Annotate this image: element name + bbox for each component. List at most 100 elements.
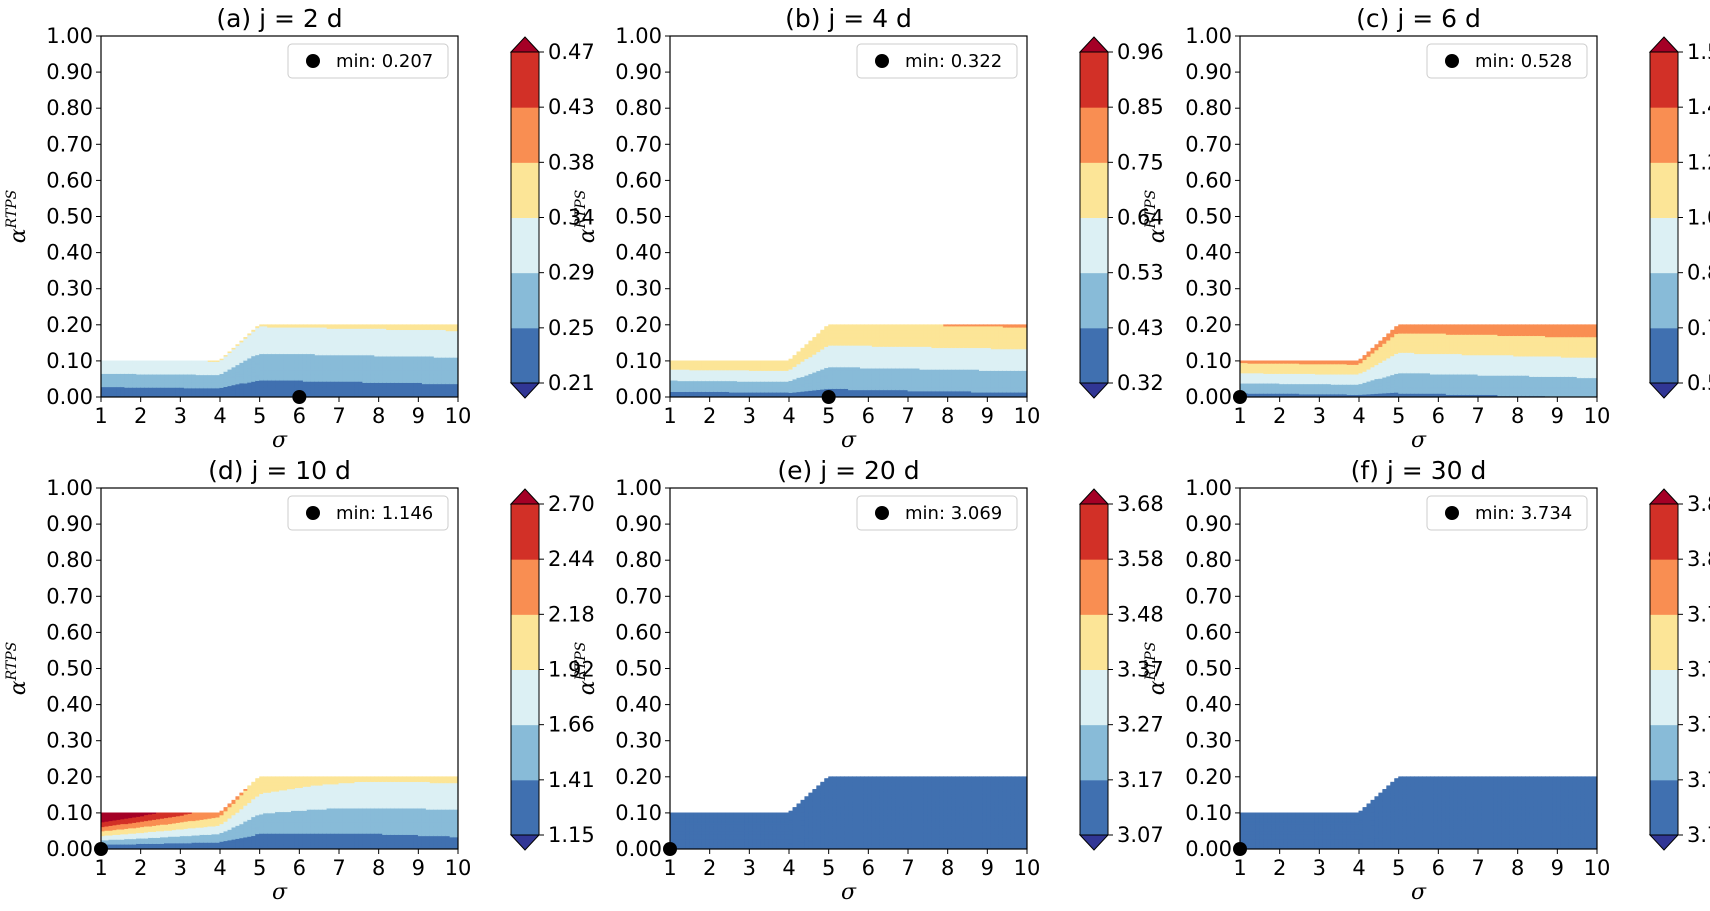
x-tick-label: 2 xyxy=(134,404,147,428)
y-axis-superscript: RTPS xyxy=(4,642,20,682)
y-axis-superscript: RTPS xyxy=(1143,190,1159,230)
y-tick-label: 0.00 xyxy=(46,837,93,861)
y-tick-label: 0.10 xyxy=(615,801,662,825)
x-tick-label: 9 xyxy=(981,404,994,428)
colorbar-tick-label: 0.25 xyxy=(548,316,595,340)
y-axis-label: αRTPS xyxy=(4,642,31,696)
colorbar: 0.32 0.43 0.53 0.64 0.75 0.85 0.96 xyxy=(1078,36,1164,399)
colorbar-tick-label: 0.53 xyxy=(1117,261,1164,285)
colorbar-band xyxy=(511,724,539,781)
y-tick-label: 0.70 xyxy=(1185,132,1232,156)
colorbar-band xyxy=(1080,779,1108,836)
x-tick-label: 10 xyxy=(445,856,472,880)
colorbar-tick-label: 2.70 xyxy=(548,492,595,516)
colorbar-band xyxy=(511,614,539,670)
x-tick-label: 8 xyxy=(941,856,954,880)
panel-title: (f) j = 30 d xyxy=(1351,456,1487,485)
x-tick-label: 5 xyxy=(1392,856,1405,880)
panel-d: (d) j = 10 d 1 2 3 4 5 6 7 8 9 10 0.00 0.10 0.20 0.30 0… xyxy=(4,456,595,905)
colorbar-tick-label: 1.06 xyxy=(1687,206,1710,230)
x-tick-label: 1 xyxy=(663,404,676,428)
colorbar-tick-label: 2.44 xyxy=(548,547,595,571)
y-axis-symbol: α xyxy=(6,680,31,695)
y-tick-label: 0.40 xyxy=(1185,241,1232,265)
x-tick-label: 3 xyxy=(174,856,187,880)
colorbar-band xyxy=(1650,504,1678,560)
y-tick-label: 0.30 xyxy=(1185,277,1232,301)
x-tick-label: 4 xyxy=(782,856,795,880)
y-tick-label: 0.80 xyxy=(46,96,93,120)
colorbar-tick-label: 0.34 xyxy=(548,206,595,230)
x-tick-label: 8 xyxy=(372,856,385,880)
x-tick-label: 2 xyxy=(703,856,716,880)
x-tick-label: 4 xyxy=(213,856,226,880)
x-tick-label: 8 xyxy=(941,404,954,428)
colorbar-band xyxy=(1080,107,1108,163)
colorbar-under-arrow xyxy=(1078,834,1110,851)
colorbar-over-arrow xyxy=(1078,36,1110,53)
colorbar-band xyxy=(1650,107,1678,163)
contour-field xyxy=(670,776,1027,849)
y-tick-label: 0.60 xyxy=(615,620,662,644)
colorbar-band xyxy=(511,669,539,726)
y-tick-label: 0.70 xyxy=(615,584,662,608)
colorbar-band xyxy=(1080,327,1108,384)
x-tick-label: 5 xyxy=(253,404,266,428)
colorbar-band xyxy=(1080,614,1108,670)
colorbar: 0.53 0.71 0.88 1.06 1.24 1.41 1.59 xyxy=(1648,36,1710,399)
panel-title: (d) j = 10 d xyxy=(208,456,351,485)
colorbar-over-arrow xyxy=(1648,36,1680,53)
legend-marker xyxy=(1445,506,1459,520)
x-tick-label: 8 xyxy=(1511,404,1524,428)
legend-marker xyxy=(1445,54,1459,68)
y-tick-label: 0.60 xyxy=(1185,168,1232,192)
x-tick-label: 10 xyxy=(1584,856,1611,880)
colorbar-tick-label: 1.15 xyxy=(548,823,595,847)
y-axis-superscript: RTPS xyxy=(573,642,589,682)
x-tick-label: 6 xyxy=(1432,404,1445,428)
panel-title: (e) j = 20 d xyxy=(777,456,919,485)
x-tick-label: 10 xyxy=(1014,856,1041,880)
y-tick-label: 0.90 xyxy=(1185,60,1232,84)
colorbar-tick-label: 1.41 xyxy=(1687,95,1710,119)
colorbar-tick-label: 0.38 xyxy=(548,150,595,174)
legend: min: 3.734 xyxy=(1426,495,1588,531)
y-tick-label: 1.00 xyxy=(1185,24,1232,48)
y-axis-symbol: α xyxy=(575,228,600,243)
x-tick-label: 10 xyxy=(445,404,472,428)
colorbar-tick-label: 3.27 xyxy=(1117,713,1164,737)
y-tick-label: 0.20 xyxy=(1185,313,1232,337)
y-tick-label: 0.00 xyxy=(1185,385,1232,409)
y-tick-label: 0.90 xyxy=(1185,512,1232,536)
colorbar-band xyxy=(511,272,539,329)
y-tick-label: 0.30 xyxy=(46,729,93,753)
x-tick-label: 1 xyxy=(663,856,676,880)
x-tick-label: 6 xyxy=(293,856,306,880)
y-tick-label: 0.80 xyxy=(615,548,662,572)
x-tick-label: 6 xyxy=(862,404,875,428)
y-tick-label: 0.30 xyxy=(46,277,93,301)
legend-box xyxy=(1426,495,1588,531)
y-tick-label: 0.50 xyxy=(615,657,662,681)
y-tick-label: 0.00 xyxy=(615,837,662,861)
panel-f: (f) j = 30 d 1 2 3 4 5 6 7 8 9 10 0.00 0.10 0.20 0.30 0… xyxy=(1143,456,1710,905)
panel-e: (e) j = 20 d 1 2 3 4 5 6 7 8 9 10 0.00 0.10 0.20 0.30 0… xyxy=(573,456,1164,905)
min-marker xyxy=(663,842,677,856)
colorbar-tick-label: 3.07 xyxy=(1117,823,1164,847)
colorbar-band xyxy=(511,779,539,836)
y-tick-label: 0.60 xyxy=(46,168,93,192)
y-tick-label: 0.20 xyxy=(1185,765,1232,789)
colorbar-over-arrow xyxy=(1078,488,1110,505)
colorbar-tick-label: 3.80 xyxy=(1687,547,1710,571)
y-tick-label: 0.20 xyxy=(46,765,93,789)
legend: min: 0.322 xyxy=(856,43,1018,79)
y-tick-label: 0.80 xyxy=(1185,96,1232,120)
y-tick-label: 0.90 xyxy=(615,60,662,84)
y-tick-label: 0.40 xyxy=(1185,693,1232,717)
colorbar-tick-label: 1.41 xyxy=(548,768,595,792)
x-axis-label: σ xyxy=(272,428,288,453)
y-tick-label: 0.60 xyxy=(46,620,93,644)
legend-label: min: 0.207 xyxy=(336,51,433,72)
x-tick-label: 10 xyxy=(1584,404,1611,428)
